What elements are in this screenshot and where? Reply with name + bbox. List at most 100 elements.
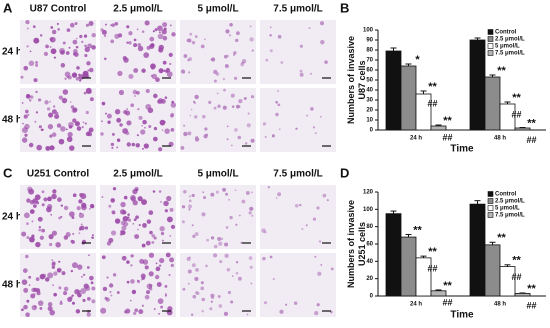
stained-cell bbox=[25, 109, 29, 114]
stained-cell bbox=[83, 34, 88, 38]
stained-cell bbox=[39, 34, 43, 37]
stained-cell bbox=[28, 60, 35, 67]
stained-cell bbox=[161, 29, 167, 35]
stained-cell bbox=[163, 120, 166, 124]
stained-cell bbox=[47, 124, 54, 130]
stained-cell bbox=[171, 32, 176, 37]
stained-cell bbox=[146, 219, 152, 224]
stained-cell bbox=[114, 218, 121, 224]
stained-cell bbox=[217, 295, 221, 298]
y-tick-label: 80 bbox=[366, 224, 373, 230]
stained-cell bbox=[219, 260, 223, 264]
stained-cell bbox=[128, 31, 133, 36]
stained-cell bbox=[57, 28, 60, 31]
stained-cell bbox=[191, 224, 194, 227]
stained-cell bbox=[140, 273, 146, 279]
stained-cell bbox=[110, 198, 116, 203]
stained-cell bbox=[53, 271, 58, 276]
stained-cell bbox=[192, 294, 197, 299]
stained-cell bbox=[91, 234, 94, 237]
stained-cell bbox=[65, 128, 68, 131]
stained-cell bbox=[222, 187, 227, 192]
x-tick-label: 24 h bbox=[410, 302, 422, 308]
stained-cell bbox=[222, 77, 226, 81]
stained-cell bbox=[230, 93, 235, 98]
stained-cell bbox=[159, 257, 165, 264]
stained-cell bbox=[61, 271, 66, 276]
stained-cell bbox=[47, 196, 52, 202]
stained-cell bbox=[160, 305, 164, 309]
stained-cell bbox=[237, 135, 242, 140]
stained-cell bbox=[23, 65, 29, 71]
stained-cell bbox=[158, 147, 163, 152]
micrograph-background bbox=[260, 20, 336, 84]
stained-cell bbox=[233, 51, 237, 55]
stained-cell bbox=[26, 27, 29, 30]
stained-cell bbox=[151, 233, 155, 238]
significance-star: ** bbox=[497, 232, 506, 244]
stained-cell bbox=[159, 226, 165, 232]
stained-cell bbox=[88, 21, 94, 26]
stained-cell bbox=[148, 210, 154, 216]
stained-cell bbox=[70, 269, 74, 273]
stained-cell bbox=[105, 297, 110, 302]
stained-cell bbox=[55, 242, 61, 248]
stained-cell bbox=[49, 100, 51, 103]
stained-cell bbox=[215, 190, 219, 194]
stained-cell bbox=[133, 68, 139, 73]
stained-cell bbox=[103, 34, 107, 38]
stained-cell bbox=[142, 223, 147, 228]
stained-cell bbox=[278, 128, 281, 131]
stained-cell bbox=[137, 45, 144, 52]
stained-cell bbox=[45, 44, 49, 49]
micrograph-background bbox=[180, 253, 256, 317]
stained-cell bbox=[37, 98, 42, 102]
stained-cell bbox=[20, 75, 24, 79]
stained-cell bbox=[133, 311, 137, 315]
stained-cell bbox=[222, 105, 227, 110]
y-tick-label: 20 bbox=[366, 276, 373, 282]
stained-cell bbox=[324, 60, 328, 64]
stained-cell bbox=[67, 131, 73, 138]
stained-cell bbox=[153, 307, 156, 310]
stained-cell bbox=[51, 132, 57, 137]
stained-cell bbox=[43, 197, 48, 202]
stained-cell bbox=[134, 95, 136, 97]
stained-cell bbox=[285, 303, 288, 306]
stained-cell bbox=[247, 112, 250, 115]
stained-cell bbox=[21, 137, 28, 143]
stained-cell bbox=[126, 120, 132, 126]
stained-cell bbox=[182, 287, 186, 291]
stained-cell bbox=[85, 131, 91, 137]
micrograph bbox=[20, 185, 96, 249]
stained-cell bbox=[47, 306, 53, 312]
stained-cell bbox=[153, 236, 157, 240]
significance-star: ** bbox=[497, 65, 506, 77]
legend-swatch bbox=[487, 205, 494, 211]
stained-cell bbox=[49, 242, 53, 247]
stained-cell bbox=[211, 296, 214, 300]
stained-cell bbox=[78, 74, 85, 80]
stained-cell bbox=[269, 26, 272, 29]
stained-cell bbox=[226, 138, 229, 141]
stained-cell bbox=[31, 287, 36, 293]
stained-cell bbox=[41, 190, 45, 194]
significance-star: ** bbox=[443, 280, 452, 292]
stained-cell bbox=[130, 254, 134, 258]
stained-cell bbox=[249, 206, 254, 211]
stained-cell bbox=[37, 216, 43, 222]
stained-cell bbox=[186, 38, 190, 43]
stained-cell bbox=[86, 266, 90, 269]
stained-cell bbox=[29, 209, 35, 214]
significance-star: ** bbox=[428, 246, 437, 258]
stained-cell bbox=[220, 237, 224, 240]
stained-cell bbox=[48, 234, 54, 240]
stained-cell bbox=[277, 192, 282, 197]
y-tick-label: 10 bbox=[366, 118, 373, 124]
stained-cell bbox=[144, 126, 146, 129]
stained-cell bbox=[299, 44, 303, 48]
stained-cell bbox=[119, 209, 126, 215]
stained-cell bbox=[120, 220, 126, 226]
stained-cell bbox=[69, 22, 75, 28]
stained-cell bbox=[70, 105, 75, 109]
